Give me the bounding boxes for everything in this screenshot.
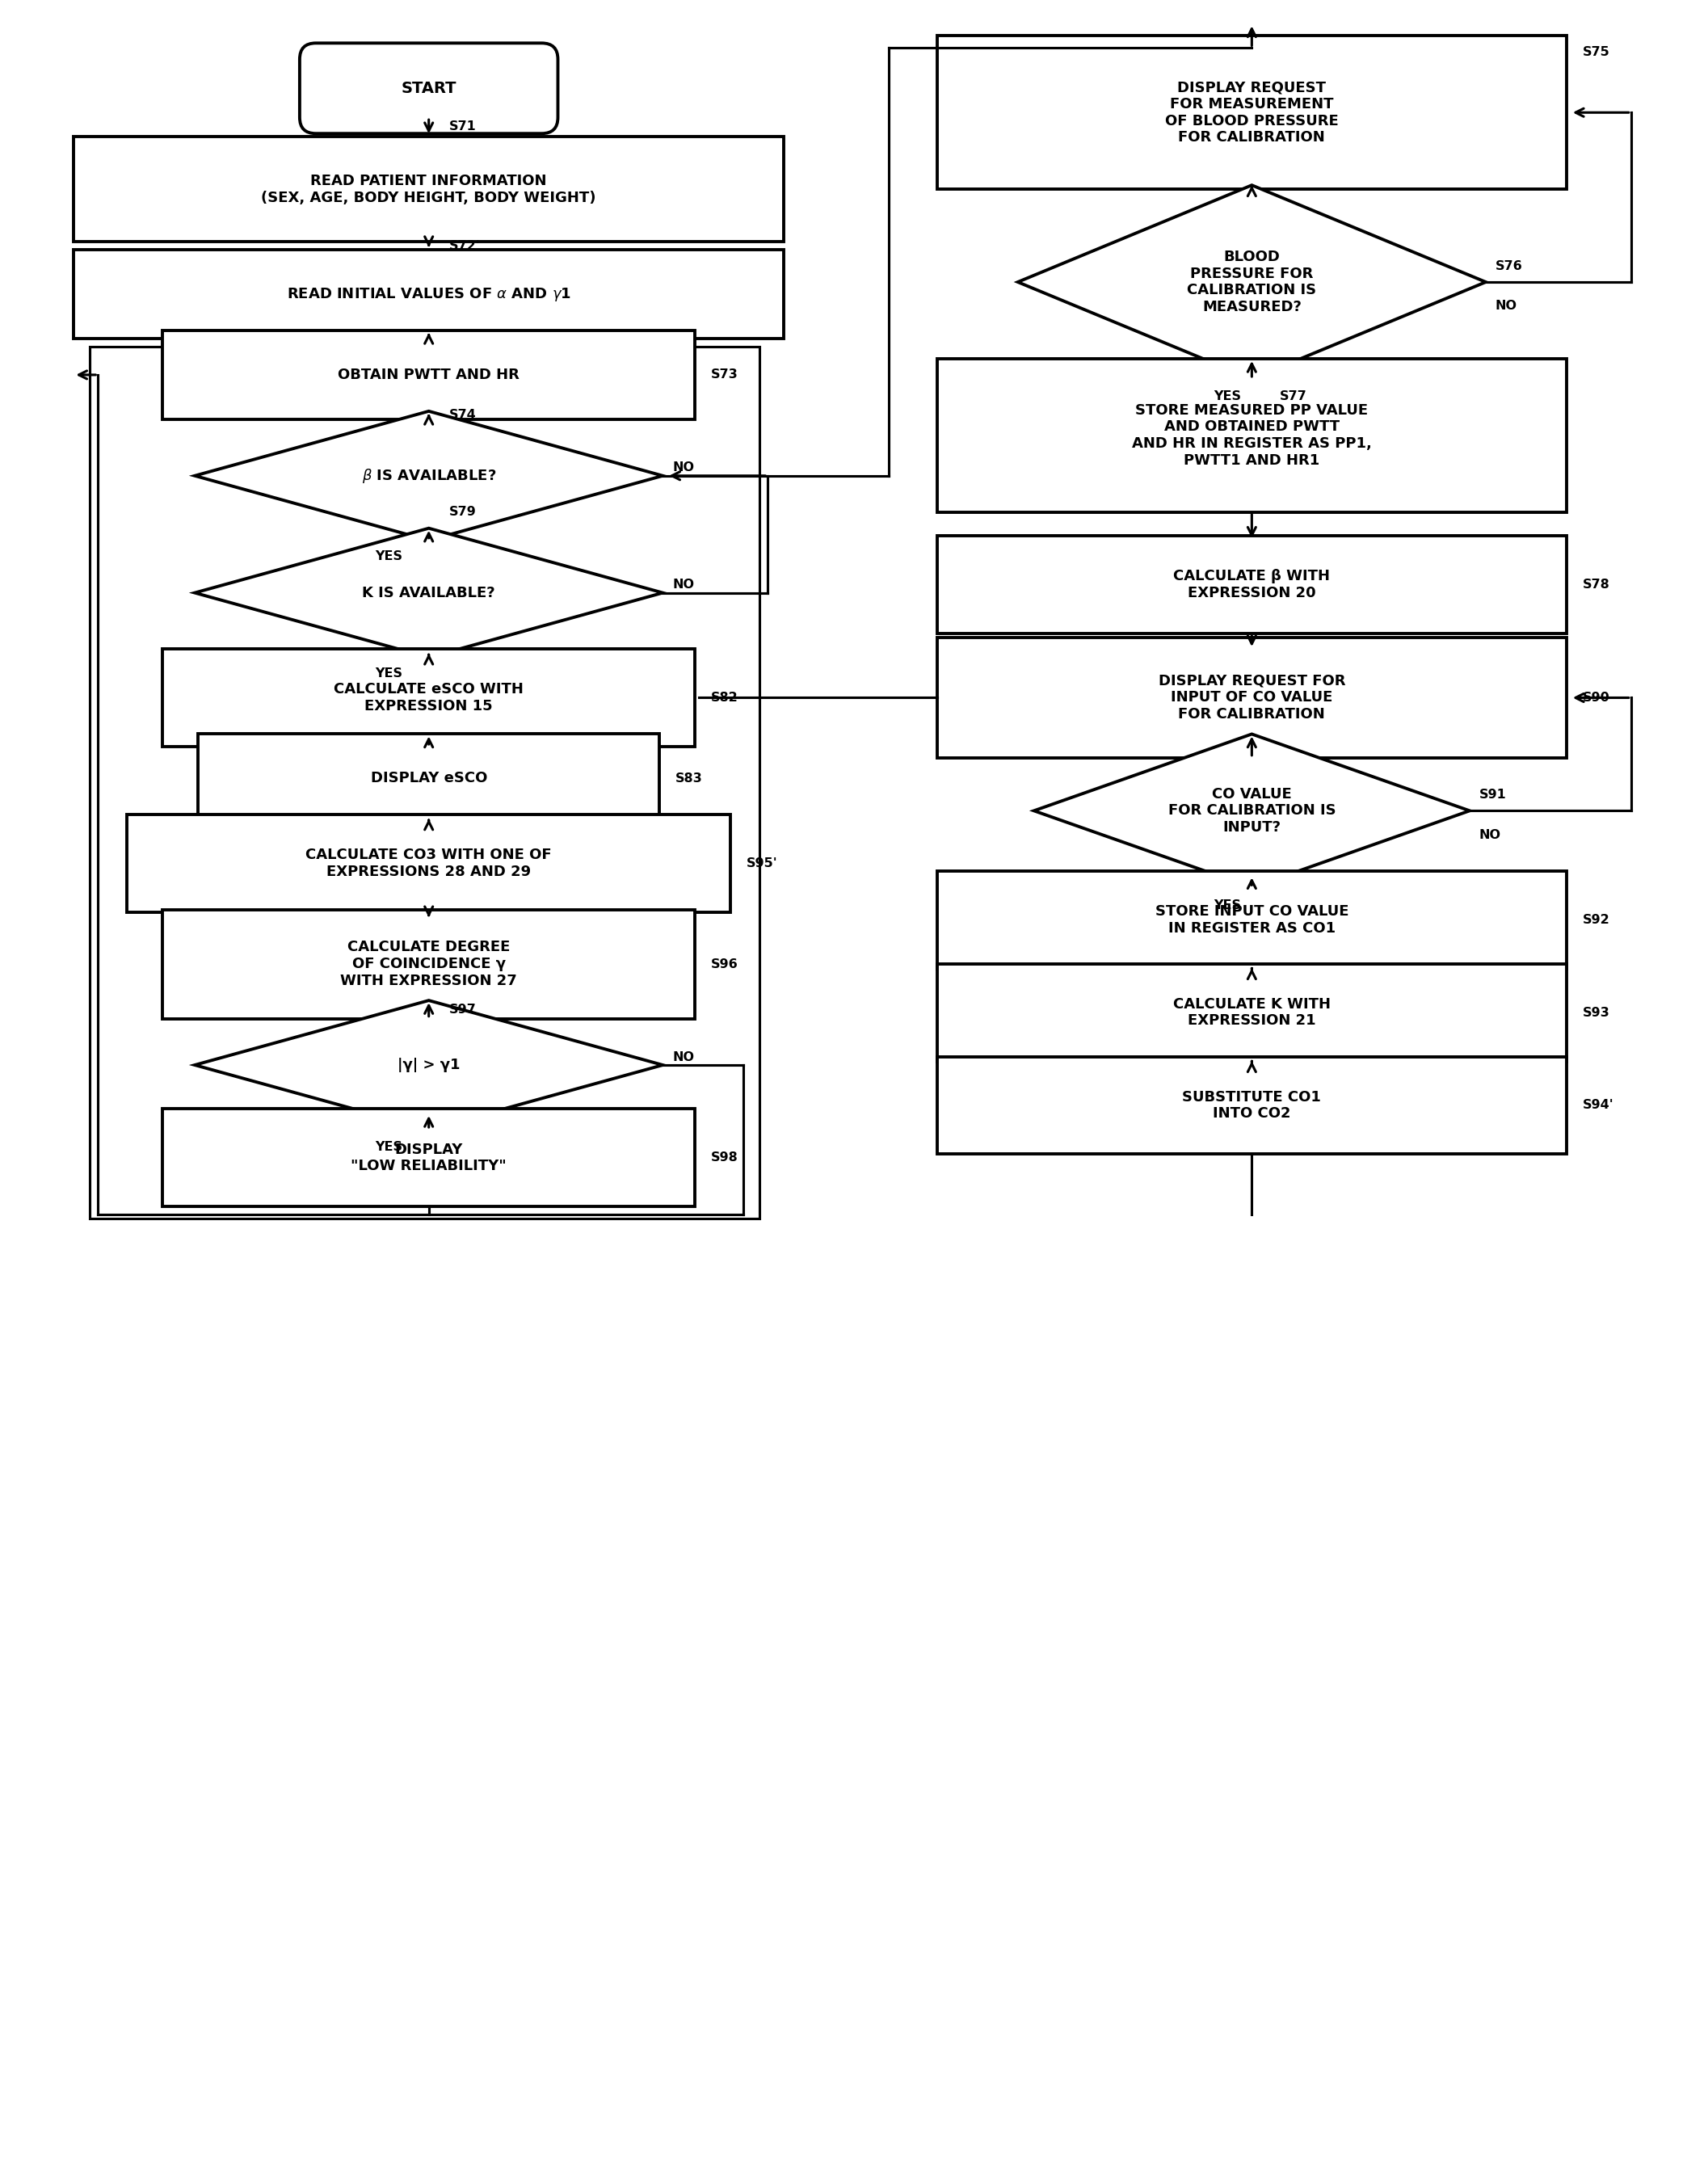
Text: STORE MEASURED PP VALUE
AND OBTAINED PWTT
AND HR IN REGISTER AS PP1,
PWTT1 AND H: STORE MEASURED PP VALUE AND OBTAINED PWT… [1132, 404, 1372, 467]
Text: NO: NO [673, 578, 693, 591]
Text: S78: S78 [1583, 578, 1611, 591]
Polygon shape [1018, 185, 1486, 378]
Bar [938, 964, 1566, 1062]
Text: S97: S97 [449, 1003, 477, 1016]
Text: DISPLAY
"LOW RELIABILITY": DISPLAY "LOW RELIABILITY" [350, 1142, 507, 1173]
Text: NO: NO [1479, 830, 1501, 841]
Bar [162, 330, 695, 419]
Text: NO: NO [673, 463, 693, 473]
Polygon shape [195, 411, 663, 541]
Text: S79: S79 [449, 506, 477, 519]
Bar [73, 250, 784, 339]
Text: YES: YES [374, 1140, 401, 1153]
Bar [162, 649, 695, 747]
Text: BLOOD
PRESSURE FOR
CALIBRATION IS
MEASURED?: BLOOD PRESSURE FOR CALIBRATION IS MEASUR… [1187, 250, 1317, 315]
Text: START: START [401, 80, 456, 96]
Text: S75: S75 [1583, 46, 1611, 59]
Bar [938, 871, 1566, 969]
Text: S76: S76 [1496, 261, 1524, 272]
Polygon shape [1033, 734, 1469, 888]
Text: CALCULATE eSCO WITH
EXPRESSION 15: CALCULATE eSCO WITH EXPRESSION 15 [333, 682, 524, 712]
Text: S95': S95' [746, 858, 777, 869]
Text: YES: YES [374, 667, 401, 680]
Text: S98: S98 [711, 1151, 738, 1164]
Bar [938, 358, 1566, 513]
Text: OBTAIN PWTT AND HR: OBTAIN PWTT AND HR [338, 367, 519, 382]
Text: CALCULATE β WITH
EXPRESSION 20: CALCULATE β WITH EXPRESSION 20 [1173, 569, 1331, 599]
Bar [938, 1056, 1566, 1153]
Bar [938, 639, 1566, 758]
Text: S73: S73 [711, 369, 738, 380]
FancyBboxPatch shape [299, 43, 559, 132]
Bar [198, 734, 659, 823]
Text: S92: S92 [1583, 914, 1611, 925]
Text: SUBSTITUTE CO1
INTO CO2: SUBSTITUTE CO1 INTO CO2 [1182, 1090, 1322, 1121]
Bar [938, 35, 1566, 189]
Bar [73, 137, 784, 241]
Text: $\beta$ IS AVAILABLE?: $\beta$ IS AVAILABLE? [362, 467, 495, 484]
Text: YES: YES [1214, 391, 1242, 402]
Bar [126, 814, 731, 912]
Text: S83: S83 [676, 773, 704, 784]
Text: YES: YES [1214, 899, 1242, 912]
Text: S77: S77 [1279, 391, 1307, 402]
Text: YES: YES [374, 550, 401, 563]
Bar [938, 536, 1566, 634]
Bar [162, 910, 695, 1019]
Text: CALCULATE K WITH
EXPRESSION 21: CALCULATE K WITH EXPRESSION 21 [1173, 997, 1331, 1027]
Text: DISPLAY REQUEST FOR
INPUT OF CO VALUE
FOR CALIBRATION: DISPLAY REQUEST FOR INPUT OF CO VALUE FO… [1158, 673, 1346, 721]
Text: |γ| > γ1: |γ| > γ1 [398, 1058, 459, 1073]
Text: DISPLAY REQUEST
FOR MEASUREMENT
OF BLOOD PRESSURE
FOR CALIBRATION: DISPLAY REQUEST FOR MEASUREMENT OF BLOOD… [1165, 80, 1339, 146]
Text: S91: S91 [1479, 788, 1506, 801]
Text: S74: S74 [449, 408, 477, 421]
Polygon shape [195, 528, 663, 658]
Text: CALCULATE CO3 WITH ONE OF
EXPRESSIONS 28 AND 29: CALCULATE CO3 WITH ONE OF EXPRESSIONS 28… [306, 847, 552, 880]
Text: K IS AVAILABLE?: K IS AVAILABLE? [362, 586, 495, 599]
Text: READ PATIENT INFORMATION
(SEX, AGE, BODY HEIGHT, BODY WEIGHT): READ PATIENT INFORMATION (SEX, AGE, BODY… [261, 174, 596, 204]
Text: S71: S71 [449, 122, 477, 132]
Text: S93: S93 [1583, 1006, 1611, 1019]
Text: NO: NO [1496, 300, 1517, 313]
Text: CALCULATE DEGREE
OF COINCIDENCE γ
WITH EXPRESSION 27: CALCULATE DEGREE OF COINCIDENCE γ WITH E… [340, 940, 518, 988]
Polygon shape [195, 1001, 663, 1129]
Bar [91, 348, 760, 1218]
Text: STORE INPUT CO VALUE
IN REGISTER AS CO1: STORE INPUT CO VALUE IN REGISTER AS CO1 [1155, 904, 1349, 936]
Text: READ INITIAL VALUES OF $\alpha$ AND $\gamma$1: READ INITIAL VALUES OF $\alpha$ AND $\ga… [287, 287, 570, 302]
Text: S72': S72' [449, 239, 480, 252]
Bar [162, 1110, 695, 1208]
Text: S82: S82 [711, 691, 738, 704]
Text: S94': S94' [1583, 1099, 1614, 1112]
Text: S96: S96 [711, 958, 738, 971]
Text: NO: NO [673, 1051, 693, 1062]
Text: CO VALUE
FOR CALIBRATION IS
INPUT?: CO VALUE FOR CALIBRATION IS INPUT? [1168, 786, 1336, 834]
Text: S90: S90 [1583, 691, 1611, 704]
Text: DISPLAY eSCO: DISPLAY eSCO [371, 771, 487, 786]
